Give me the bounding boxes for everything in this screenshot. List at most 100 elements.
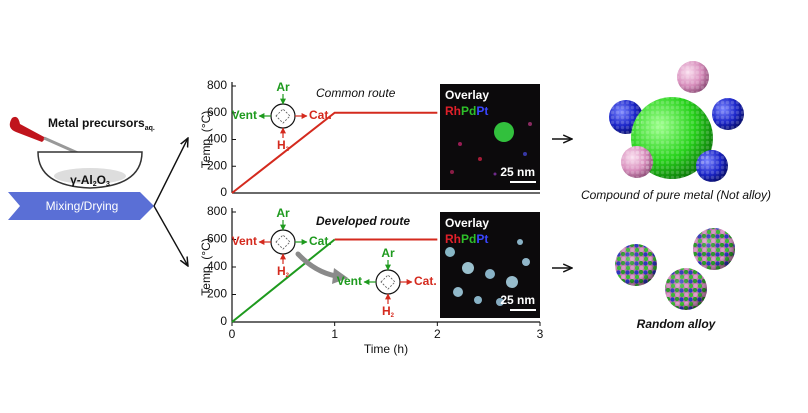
step-banner <box>8 192 154 220</box>
element-label: Pd <box>461 104 476 118</box>
preparation: Metal precursorsaq. γ-Al2O3 Mixing/Dryin… <box>8 116 188 266</box>
data-line <box>231 238 336 323</box>
valve-label-sub: 2 <box>286 147 290 153</box>
valve-label: Vent <box>337 274 362 288</box>
particle-spot <box>494 122 514 142</box>
powder <box>54 168 126 184</box>
valve-label-sub: 2 <box>286 273 290 279</box>
valve-label: Cat. <box>309 234 332 248</box>
particle-spot <box>462 262 474 274</box>
x-tick-label: 2 <box>434 327 441 341</box>
valve: Ar Vent Cat. H2 <box>337 246 437 318</box>
particle-spot <box>445 247 455 257</box>
x-axis-label: Time (h) <box>364 342 408 356</box>
y-tick-label: 200 <box>207 287 227 301</box>
valve-body <box>270 103 296 129</box>
valve-label-text: H <box>277 264 286 278</box>
particle-spot <box>522 258 530 266</box>
y-tick-label: 0 <box>220 314 227 328</box>
valve: Ar Vent Cat. H2 <box>232 80 332 152</box>
branch-arrow <box>153 205 188 266</box>
process-arrow-head <box>332 268 348 284</box>
micrograph-title: Overlay <box>445 216 489 230</box>
y-axis-label: Temp. (°C) <box>199 238 213 295</box>
element-label: Rh <box>445 232 461 246</box>
alloy-particles <box>615 228 735 310</box>
valve-label-text: H <box>382 304 391 318</box>
support-sub: 3 <box>106 181 110 188</box>
valve-label: Cat. <box>414 274 437 288</box>
valve-body <box>270 229 296 255</box>
valve-label: H2 <box>277 264 290 278</box>
route-label: Common route <box>316 86 396 100</box>
element-labels: RhPdPt <box>445 104 488 118</box>
element-label: Pt <box>476 232 488 246</box>
branch-arrow <box>153 138 188 207</box>
support-label: γ-Al2O3 <box>70 173 110 188</box>
particle-spot <box>450 170 454 174</box>
dropper-bulb <box>9 116 46 142</box>
y-tick-label: 400 <box>207 132 227 146</box>
valve-label: H2 <box>277 138 290 152</box>
precursor-label: Metal precursorsaq. <box>48 116 155 132</box>
particle-spot <box>496 298 504 306</box>
y-tick-label: 600 <box>207 105 227 119</box>
particle-spot <box>478 157 482 161</box>
valve-label: Ar <box>276 206 290 220</box>
support-text: γ-Al <box>70 173 93 187</box>
valve-label: Vent <box>232 234 257 248</box>
valve: Ar Vent Cat. H2 <box>232 206 332 278</box>
scale-label: 25 nm <box>500 165 535 179</box>
valve-label: Vent <box>232 108 257 122</box>
step-label: Mixing/Drying <box>46 199 119 213</box>
micrograph: Overlay RhPdPt 25 nm <box>440 212 540 318</box>
y-tick-label: 0 <box>220 185 227 199</box>
valve-label: H2 <box>382 304 395 318</box>
micrograph-title: Overlay <box>445 88 489 102</box>
particle-spot <box>506 276 518 288</box>
result-label: Random alloy <box>637 317 717 331</box>
route-label: Developed route <box>316 214 410 228</box>
y-tick-label: 800 <box>207 78 227 92</box>
y-tick-label: 400 <box>207 259 227 273</box>
x-tick-label: 1 <box>331 327 338 341</box>
precursor-sub: aq. <box>145 125 155 132</box>
support-sub: 2 <box>93 181 97 188</box>
pure-metal-particles <box>609 61 744 182</box>
scale-label: 25 nm <box>500 293 535 307</box>
micrograph: Overlay RhPdPt 25 nm <box>440 84 540 190</box>
support-text: O <box>97 173 106 187</box>
y-tick-label: 200 <box>207 158 227 172</box>
y-tick-label: 600 <box>207 232 227 246</box>
particle-spot <box>528 122 532 126</box>
x-tick-label: 0 <box>229 327 236 341</box>
result-label: Compound of pure metal (Not alloy) <box>581 188 771 202</box>
valve-label-text: H <box>277 138 286 152</box>
element-label: Rh <box>445 104 461 118</box>
valve-label-sub: 2 <box>391 313 395 319</box>
valve-ports <box>275 108 291 124</box>
valve-body <box>375 269 401 295</box>
particle-spot <box>458 142 462 146</box>
valve-label: Cat. <box>309 108 332 122</box>
valve-ports <box>380 274 396 290</box>
micrograph-image <box>440 84 540 190</box>
particle-spot <box>453 287 463 297</box>
x-tick-label: 3 <box>537 327 544 341</box>
data-line <box>231 111 438 194</box>
particle-spot <box>493 172 497 176</box>
precursor-text: Metal precursors <box>48 116 145 130</box>
results: Compound of pure metal (Not alloy) Rando… <box>552 61 771 331</box>
valve-label: Ar <box>381 246 395 260</box>
valve-label: Ar <box>276 80 290 94</box>
particle-spot <box>474 296 482 304</box>
particle-spot <box>523 152 527 156</box>
particle-spot <box>485 269 495 279</box>
element-label: Pd <box>461 232 476 246</box>
valve-ports <box>275 234 291 250</box>
micrograph-image <box>440 212 540 318</box>
particle-spot <box>517 239 523 245</box>
y-axis-label: Temp. (°C) <box>199 111 213 168</box>
process-arrow <box>295 251 339 279</box>
